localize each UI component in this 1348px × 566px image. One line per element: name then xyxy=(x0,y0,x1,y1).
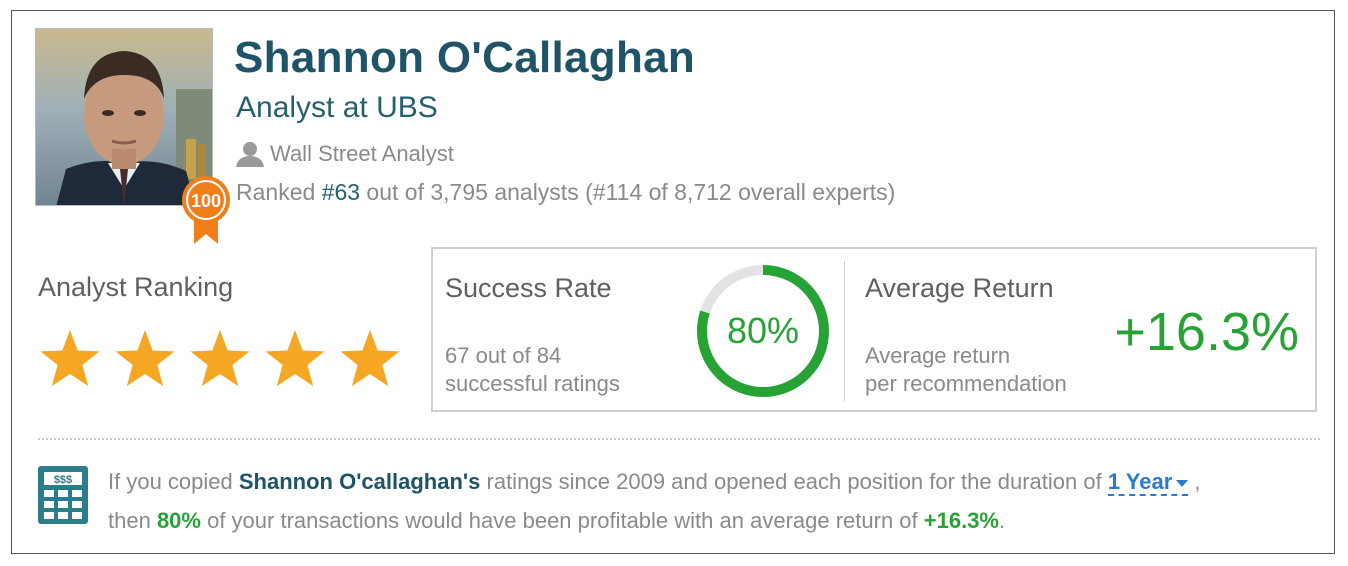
stats-divider xyxy=(844,261,845,401)
badge-number: 100 xyxy=(191,191,221,211)
rank-number: #63 xyxy=(321,179,361,205)
person-icon xyxy=(236,142,264,167)
analyst-type-label: Wall Street Analyst xyxy=(270,141,454,166)
stats-box: Success Rate 67 out of 84 successful rat… xyxy=(431,247,1317,412)
analyst-name: Shannon O'Callaghan xyxy=(234,33,696,82)
summary-text-6: . xyxy=(999,508,1006,533)
calculator-icon: $$$ xyxy=(38,466,88,524)
analyst-role: Analyst at UBS xyxy=(236,91,438,124)
ranked-suffix: out of 3,795 analysts (#114 of 8,712 ove… xyxy=(360,179,896,205)
success-rate-gauge-arc xyxy=(697,265,829,397)
duration-dropdown[interactable]: 1 Year xyxy=(1107,469,1189,496)
analyst-profile-card: 100 Shannon O'Callaghan Analyst at UBS W… xyxy=(11,10,1335,554)
analyst-ranking-stars xyxy=(38,327,413,391)
duration-dropdown-label: 1 Year xyxy=(1107,469,1173,494)
rank-badge-icon: 100 xyxy=(180,174,232,246)
average-return-description: Average return per recommendation xyxy=(865,342,1067,398)
success-rate-title: Success Rate xyxy=(445,273,612,303)
summary-success-rate: 80% xyxy=(156,508,201,533)
summary-text-5: of your transactions would have been pro… xyxy=(200,508,924,533)
average-return-title: Average Return xyxy=(865,273,1054,303)
star-icon xyxy=(115,330,175,387)
summary-average-return: +16.3% xyxy=(923,508,999,533)
summary-text-2: ratings since 2009 and opened each posit… xyxy=(480,469,1108,494)
success-rate-caption: successful ratings xyxy=(445,371,620,396)
chevron-down-icon xyxy=(1176,479,1189,487)
analyst-ranking-title: Analyst Ranking xyxy=(38,272,234,302)
star-icon xyxy=(190,330,250,387)
analyst-photo xyxy=(35,28,213,206)
success-rate-count: 67 out of 84 xyxy=(445,343,562,368)
average-return-line1: Average return xyxy=(865,343,1011,368)
analyst-ranked-line: Ranked #63 out of 3,795 analysts (#114 o… xyxy=(236,179,895,206)
summary-analyst-name: Shannon O'callaghan's xyxy=(238,469,481,494)
section-divider xyxy=(38,438,1320,440)
copy-ratings-summary: If you copied Shannon O'callaghan's rati… xyxy=(108,462,1323,540)
analyst-type: Wall Street Analyst xyxy=(234,141,454,167)
success-rate-gauge xyxy=(697,265,829,397)
success-rate-description: 67 out of 84 successful ratings xyxy=(445,342,620,398)
star-icon xyxy=(265,330,325,387)
summary-text-1: If you copied xyxy=(108,469,239,494)
summary-text-4: then xyxy=(108,508,157,533)
average-return-value: +16.3% xyxy=(1114,302,1299,362)
success-rate-percent: 80% xyxy=(726,310,800,351)
average-return-line2: per recommendation xyxy=(865,371,1067,396)
svg-text:$$$: $$$ xyxy=(54,474,72,486)
star-icon xyxy=(40,330,100,387)
star-icon xyxy=(340,330,400,387)
ranked-prefix: Ranked xyxy=(236,179,322,205)
summary-text-3: , xyxy=(1188,469,1201,494)
